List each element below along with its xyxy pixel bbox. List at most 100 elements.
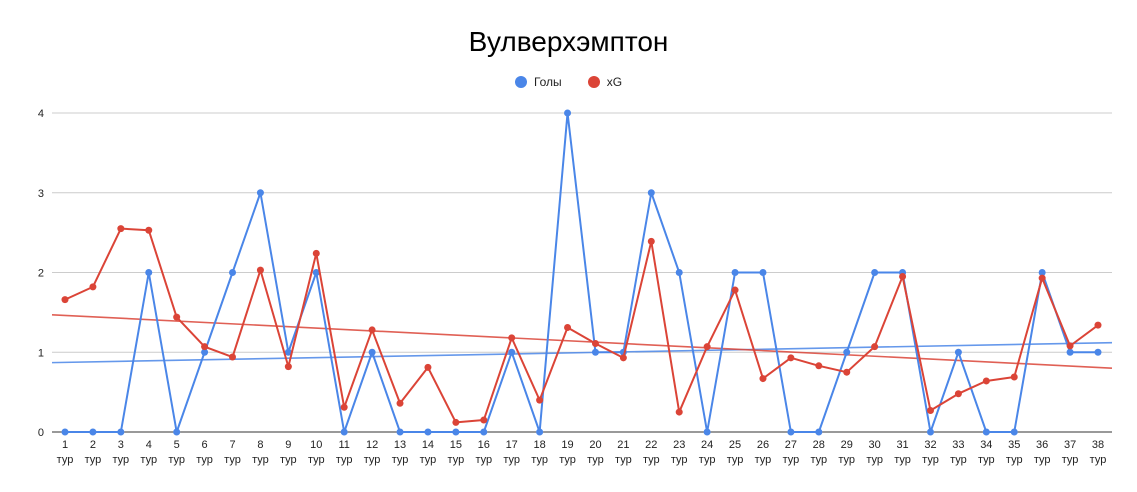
data-point-xg	[675, 408, 683, 416]
data-point-goals	[591, 348, 599, 356]
legend-item-goals[interactable]: Голы	[514, 75, 562, 89]
data-point-goals	[1094, 348, 1102, 356]
data-point-goals	[1066, 348, 1074, 356]
x-tick-label: 12	[366, 439, 378, 451]
data-point-goals	[1010, 428, 1018, 436]
data-point-goals	[703, 428, 711, 436]
data-point-goals	[229, 269, 237, 276]
x-tick-label-suffix: тур	[336, 454, 353, 466]
data-point-xg	[117, 225, 125, 233]
data-point-xg	[871, 343, 879, 351]
data-point-goals	[145, 269, 153, 276]
x-tick-label-suffix: тур	[85, 454, 102, 466]
legend-swatch-xg	[587, 76, 600, 88]
data-point-xg	[508, 334, 516, 342]
trendline-xg	[51, 313, 1113, 369]
data-point-goals	[396, 428, 404, 436]
legend-swatch-goals	[514, 76, 527, 88]
data-point-xg	[145, 226, 153, 234]
data-point-goals	[368, 348, 376, 356]
data-point-goals	[61, 428, 69, 436]
data-point-xg	[591, 339, 599, 347]
x-tick-label-suffix: тур	[392, 454, 409, 466]
x-tick-label-suffix: тур	[783, 454, 800, 466]
x-tick-label-suffix: тур	[922, 454, 939, 466]
data-point-xg	[1066, 342, 1074, 350]
x-tick-label-suffix: тур	[866, 454, 883, 466]
x-tick-label-suffix: тур	[1006, 454, 1023, 466]
legend-item-xg[interactable]: xG	[587, 75, 623, 89]
x-tick-label-suffix: тур	[950, 454, 967, 466]
data-point-goals	[452, 428, 460, 436]
x-tick-label-suffix: тур	[810, 454, 827, 466]
x-tick-label-suffix: тур	[420, 454, 437, 466]
x-tick-label-suffix: тур	[755, 454, 772, 466]
x-tick-label-suffix: тур	[280, 454, 297, 466]
x-tick-label: 16	[478, 439, 490, 451]
data-point-xg	[536, 396, 544, 404]
x-tick-label-suffix: тур	[559, 454, 576, 466]
data-point-goals	[731, 269, 739, 276]
x-tick-label: 38	[1092, 439, 1104, 451]
data-point-xg	[982, 377, 990, 385]
x-tick-label: 20	[589, 439, 601, 451]
data-point-xg	[899, 272, 907, 280]
x-tick-label: 1	[62, 439, 68, 451]
x-tick-label-suffix: тур	[448, 454, 465, 466]
data-point-goals	[675, 269, 683, 276]
data-point-xg	[1010, 373, 1018, 381]
y-tick-label: 3	[38, 188, 44, 200]
data-point-xg	[843, 368, 851, 376]
x-tick-label: 13	[394, 439, 406, 451]
data-point-goals	[173, 428, 181, 436]
y-tick-label: 2	[38, 268, 44, 280]
y-tick-label: 0	[38, 427, 44, 439]
x-tick-label: 3	[118, 439, 124, 451]
x-tick-label: 26	[757, 439, 769, 451]
x-tick-label: 22	[645, 439, 657, 451]
x-tick-label-suffix: тур	[475, 454, 492, 466]
x-tick-label: 7	[229, 439, 235, 451]
x-tick-label-suffix: тур	[196, 454, 213, 466]
data-point-goals	[89, 428, 97, 436]
series-line-xg	[64, 227, 1099, 424]
x-tick-label: 14	[422, 439, 434, 451]
x-tick-label: 29	[841, 439, 853, 451]
data-point-xg	[173, 313, 181, 321]
x-tick-label-suffix: тур	[57, 454, 74, 466]
data-point-goals	[508, 348, 516, 356]
data-point-goals	[926, 428, 934, 436]
chart-title: Вулверхэмптон	[468, 26, 669, 57]
data-point-goals	[954, 348, 962, 356]
data-point-xg	[201, 343, 209, 351]
data-point-goals	[787, 428, 795, 436]
data-point-xg	[312, 249, 320, 257]
x-tick-label-suffix: тур	[699, 454, 716, 466]
x-tick-label: 18	[533, 439, 545, 451]
x-tick-label: 23	[673, 439, 685, 451]
x-tick-label: 21	[617, 439, 629, 451]
x-tick-label: 34	[980, 439, 992, 451]
data-point-goals	[117, 428, 125, 436]
data-point-goals	[759, 269, 767, 276]
x-tick-label: 30	[869, 439, 881, 451]
data-point-xg	[703, 343, 711, 351]
x-tick-label: 15	[450, 439, 462, 451]
data-point-xg	[480, 416, 488, 424]
data-point-xg	[452, 418, 460, 426]
data-point-xg	[731, 286, 739, 294]
x-tick-label: 24	[701, 439, 713, 451]
x-tick-label-suffix: тур	[1034, 454, 1051, 466]
trendline-goals	[51, 341, 1113, 364]
y-tick-label: 4	[38, 108, 44, 120]
legend-label-xg: xG	[606, 75, 623, 89]
data-point-goals	[871, 269, 879, 276]
data-point-xg	[368, 326, 376, 334]
x-tick-label: 37	[1064, 439, 1076, 451]
data-point-xg	[1094, 321, 1102, 329]
x-tick-label-suffix: тур	[1062, 454, 1079, 466]
data-point-goals	[982, 428, 990, 436]
data-point-xg	[954, 390, 962, 398]
data-point-xg	[1038, 274, 1046, 282]
